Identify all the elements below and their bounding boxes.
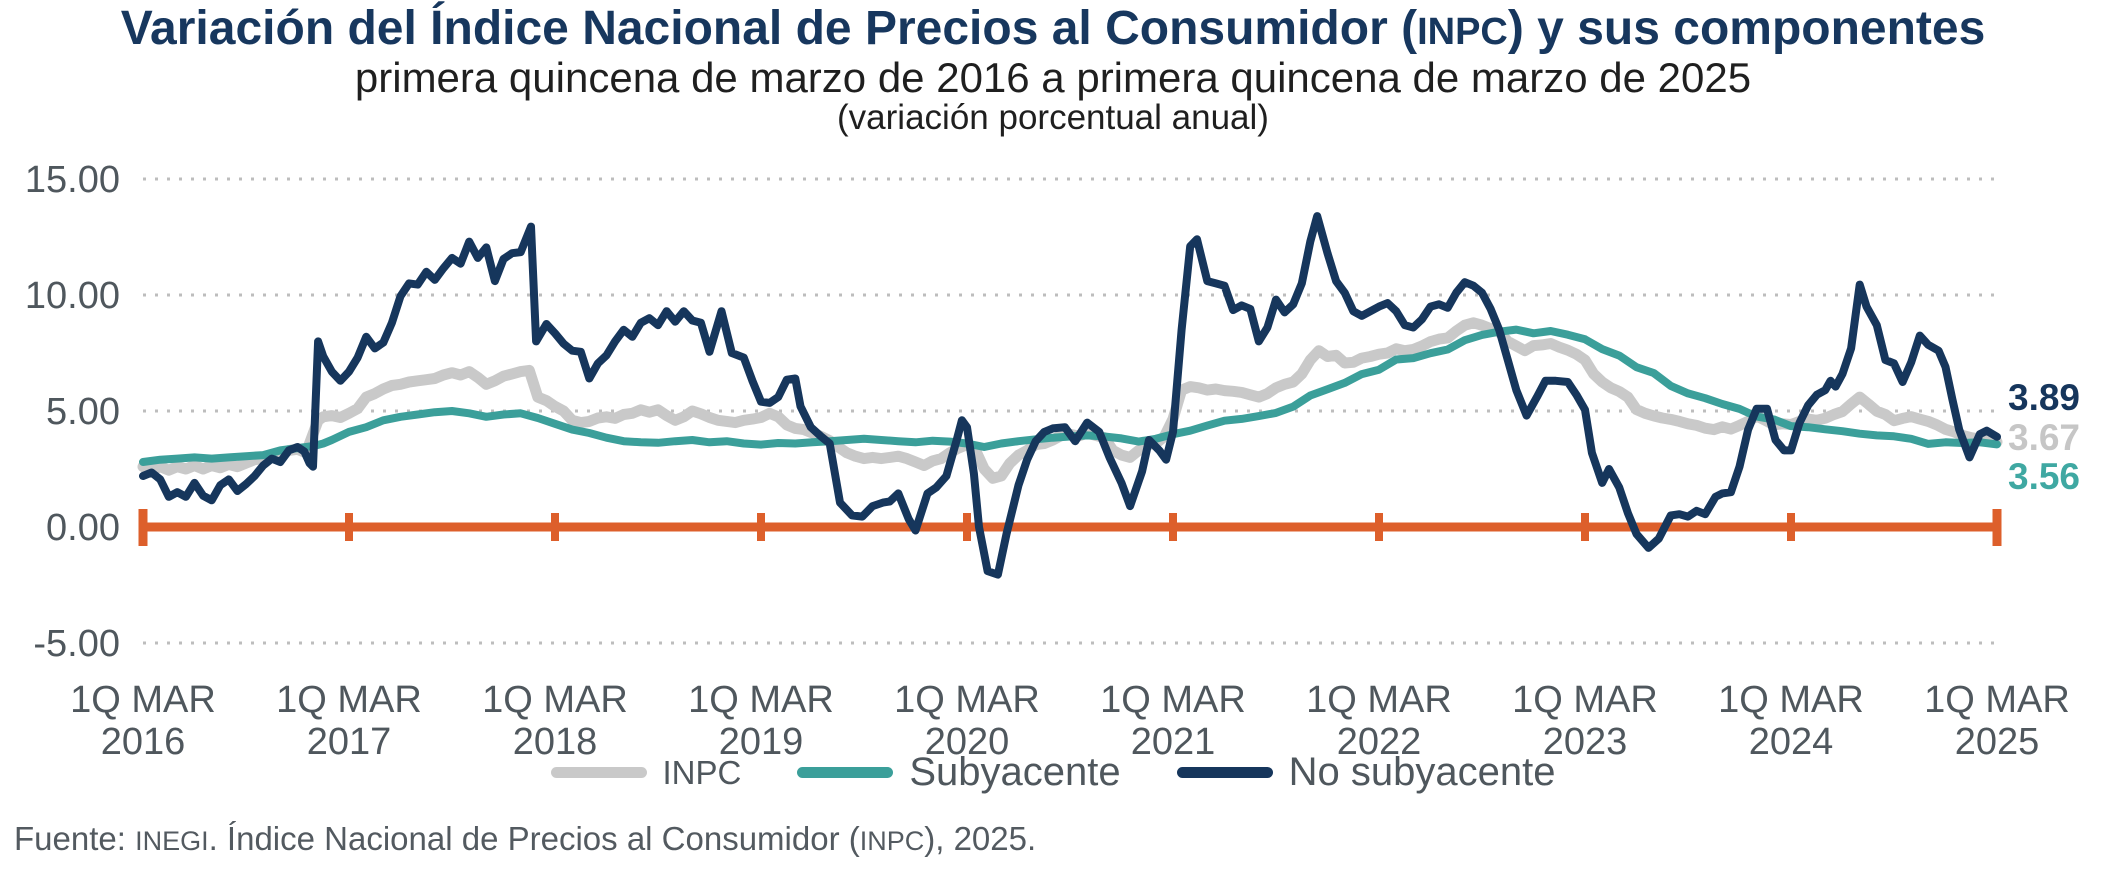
source-note: Fuente: INEGI. Índice Nacional de Precio… [14,820,1036,858]
source-acronym: INPC [859,826,925,856]
x-tick-label-quarter: 1Q MAR [1924,679,2070,721]
page-title: Variación del Índice Nacional de Precios… [0,2,2106,59]
legend-label-no-subyacente: No subyacente [1288,750,1556,794]
series-line-subyacente [139,325,2001,466]
x-tick-label-year: 2025 [1955,721,2040,763]
end-value-label-inpc: 3.67 [2008,417,2080,458]
source-text: Fuente: [14,820,136,857]
legend-swatch-no-subyacente [1176,767,1273,778]
x-tick-label-year: 2023 [1543,721,1628,763]
chart-units-caption: (variación porcentual anual) [837,98,1269,137]
page-title-tail: ) y sus componentes [1507,2,1986,55]
x-tick-label-year: 2016 [101,721,186,763]
x-tick-label-quarter: 1Q MAR [1718,679,1864,721]
y-tick-label: -5.00 [33,623,120,665]
x-tick-label-year: 2019 [719,721,804,763]
end-value-label-no-subyacente: 3.89 [2008,377,2080,418]
end-value-label-subyacente: 3.56 [2008,456,2080,497]
x-tick-label-year: 2018 [513,721,598,763]
legend-swatch-subyacente [797,767,894,778]
x-tick-label-year: 2022 [1337,721,1422,763]
x-tick-label-year: 2024 [1749,721,1834,763]
x-tick-label-quarter: 1Q MAR [276,679,422,721]
chart-legend: INPC Subyacente No subyacente [0,750,2106,795]
source-acronym: INEGI [135,826,209,856]
x-tick-label-quarter: 1Q MAR [894,679,1040,721]
x-tick-label-quarter: 1Q MAR [482,679,628,721]
series-line-no-subyacente [139,212,2001,579]
chart-subtitle: primera quincena de marzo de 2016 a prim… [354,54,1752,101]
source-text: . Índice Nacional de Precios al Consumid… [208,820,860,857]
page-title-text: Variación del Índice Nacional de Precios… [120,2,1418,55]
legend-label-inpc: INPC [662,753,742,791]
legend-item-subyacente: Subyacente [797,750,1121,795]
page-title-acronym: INPC [1417,11,1508,53]
x-tick-label-quarter: 1Q MAR [70,679,216,721]
x-tick-label-year: 2017 [307,721,392,763]
x-tick-label-quarter: 1Q MAR [1306,679,1452,721]
y-tick-label: 5.00 [46,391,120,433]
y-tick-label: 0.00 [46,507,120,549]
x-tick-label-year: 2021 [1131,721,1216,763]
y-tick-label: 10.00 [25,275,120,317]
source-text: ), 2025. [924,820,1037,857]
x-tick-label-year: 2020 [925,721,1010,763]
legend-item-inpc: INPC [550,753,742,792]
x-tick-label-quarter: 1Q MAR [1100,679,1246,721]
x-tick-label-quarter: 1Q MAR [1512,679,1658,721]
legend-label-subyacente: Subyacente [909,750,1121,794]
legend-item-no-subyacente: No subyacente [1176,750,1556,795]
legend-swatch-inpc [550,767,647,778]
x-tick-label-quarter: 1Q MAR [688,679,834,721]
y-tick-label: 15.00 [25,159,120,201]
